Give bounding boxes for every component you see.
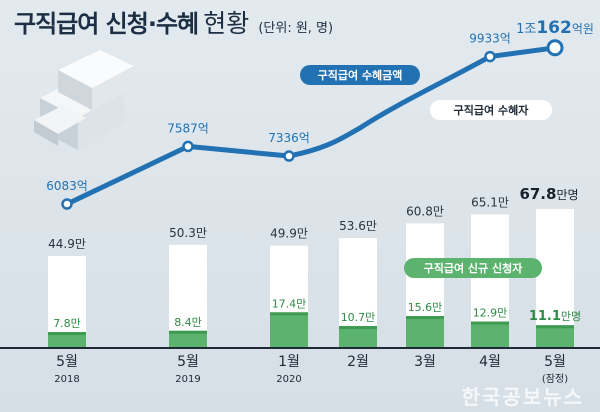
new-applicant-bar-cap [48, 332, 86, 336]
watermark: 한국공보뉴스 [461, 385, 584, 409]
beneficiary-bar [536, 209, 574, 348]
new-applicant-value-label: 11.1만명 [529, 309, 581, 324]
new-applicant-bar [536, 325, 574, 348]
new-applicant-bar-cap [169, 330, 207, 334]
beneficiary-value-label: 60.8만 [406, 204, 444, 218]
new-applicant-bar [270, 312, 308, 348]
legend-beneficiaries-text: 구직급여 수혜자 [454, 103, 530, 117]
x-tick-label: 5월 [544, 354, 566, 370]
beneficiary-value-label: 50.3만 [169, 226, 207, 240]
new-applicant-bar [339, 326, 377, 348]
benefit-amount-point [283, 150, 295, 162]
x-tick-label: 1월 [278, 354, 300, 370]
x-tick-label: 2월 [347, 354, 369, 370]
new-applicant-bar-cap [339, 326, 377, 330]
x-tick-label: 4월 [479, 354, 501, 370]
benefit-amount-label: 7587억 [167, 121, 209, 135]
x-tick-year-label: 2019 [175, 374, 200, 385]
new-applicant-bar-cap [406, 316, 444, 320]
new-applicant-bar [471, 321, 509, 348]
benefit-amount-point [182, 140, 194, 153]
x-tick-year-label: (잠정) [542, 373, 568, 385]
new-applicant-value-label: 8.4만 [174, 316, 202, 329]
new-applicant-value-label: 7.8만 [53, 317, 81, 330]
new-applicant-bar-cap [270, 312, 308, 316]
x-tick-year-label: 2020 [276, 374, 301, 385]
benefit-amount-label: 9933억 [469, 32, 511, 46]
benefit-amount-label: 7336억 [268, 131, 310, 145]
benefit-amount-point [546, 39, 564, 57]
legend-benefit-amount-text: 구직급여 수혜금액 [318, 68, 403, 82]
benefit-amount-label: 6083억 [46, 179, 88, 193]
new-applicant-value-label: 15.6만 [408, 301, 443, 314]
new-applicant-bar [406, 316, 444, 348]
beneficiary-value-label: 53.6만 [339, 219, 377, 233]
title-main: 구직급여 신청·수혜 [14, 10, 199, 38]
title-unit: (단위: 원, 명) [258, 21, 334, 36]
title-sub: 현황 [203, 9, 250, 38]
beneficiary-value-label: 65.1만 [471, 196, 509, 210]
legend-new-applicants-text: 구직급여 신규 신청자 [424, 261, 524, 275]
beneficiary-value-label: 44.9만 [48, 237, 86, 251]
new-applicant-bar [48, 332, 86, 348]
benefit-amount-label: 1조162억원 [516, 18, 594, 38]
x-tick-year-label: 2018 [54, 374, 79, 385]
legend-beneficiaries [430, 100, 552, 120]
x-tick-label: 5월 [56, 354, 78, 370]
beneficiary-value-label: 49.9만 [270, 227, 308, 241]
chart-title: 구직급여 신청·수혜 현황 (단위: 원, 명) [14, 4, 333, 40]
new-applicant-value-label: 12.9만 [473, 307, 508, 320]
documents-icon [34, 50, 134, 150]
legend-benefit-amount [300, 65, 420, 85]
new-applicant-value-label: 10.7만 [341, 311, 376, 324]
benefit-amount-point [61, 198, 73, 210]
legend-new-applicants [404, 258, 542, 278]
x-tick-label: 3월 [414, 354, 436, 370]
new-applicant-bar-cap [471, 321, 509, 325]
new-applicant-value-label: 17.4만 [272, 297, 307, 310]
benefit-amount-point [484, 50, 496, 63]
new-applicant-bar-cap [536, 325, 574, 329]
x-tick-label: 5월 [177, 354, 199, 370]
benefit-amount-line [64, 45, 558, 207]
beneficiary-value-label: 67.8만명 [519, 185, 578, 203]
new-applicant-bar [169, 330, 207, 348]
